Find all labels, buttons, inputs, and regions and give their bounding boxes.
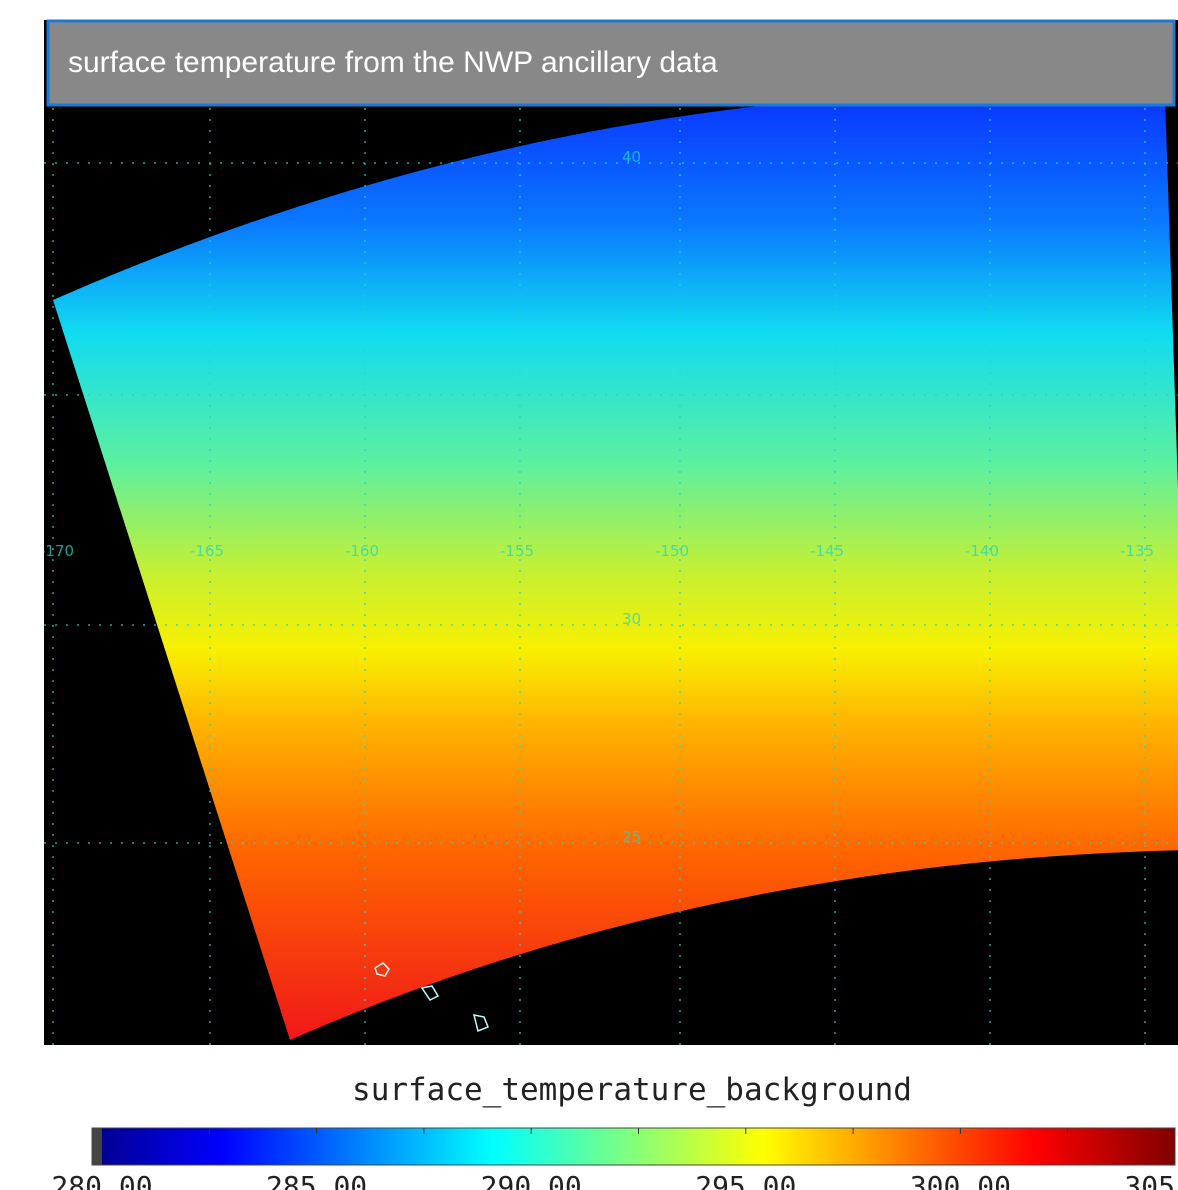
- lon-label: -150: [655, 542, 689, 560]
- colorbar-tick-label: 280.00: [51, 1170, 152, 1190]
- lon-label: -170: [40, 542, 74, 560]
- colorbar-tick-label: 300.00: [910, 1170, 1011, 1190]
- lat-label: 40: [622, 148, 641, 166]
- colorbar-tick-label: 295.00: [695, 1170, 796, 1190]
- lon-label: -160: [345, 542, 379, 560]
- lat-label: 30: [622, 610, 641, 628]
- colorbar-underflow: [92, 1128, 102, 1165]
- colorbar-title: surface_temperature_background: [352, 1072, 912, 1108]
- lon-label: -135: [1120, 542, 1154, 560]
- page: -170 -165 -160 -155 -150 -145 -140 -135 40 30 2…: [0, 0, 1178, 1190]
- lon-label: -165: [190, 542, 224, 560]
- lon-label: -140: [965, 542, 999, 560]
- screen: -170 -165 -160 -155 -150 -145 -140 -135 40 30 2…: [0, 0, 1178, 1190]
- colorbar-tick-label: 285.00: [266, 1170, 367, 1190]
- colorbar-tick-label: 290.00: [481, 1170, 582, 1190]
- lon-label: -145: [810, 542, 844, 560]
- colorbar: [92, 1128, 1175, 1165]
- header-title: surface temperature from the NWP ancilla…: [68, 46, 718, 79]
- lat-label: 25: [622, 828, 641, 846]
- colorbar-tick-label: 305: [1124, 1170, 1175, 1190]
- lon-label: -155: [500, 542, 534, 560]
- map: -170 -165 -160 -155 -150 -145 -140 -135 40 30 2…: [40, 20, 1178, 1045]
